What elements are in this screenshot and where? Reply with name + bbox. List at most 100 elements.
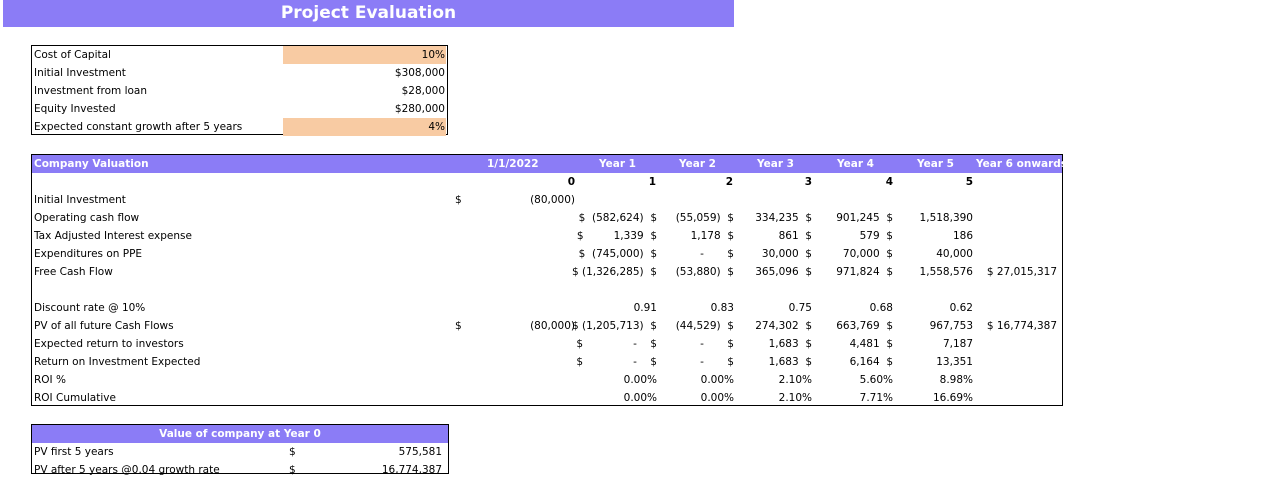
- row-value-period-3: 274,302 $: [755, 320, 812, 332]
- company-value-label: PV first 5 years: [34, 446, 114, 458]
- header-year-1: Year 1: [599, 158, 636, 170]
- row-value-period-4: 663,769 $: [836, 320, 893, 332]
- company-value-header: Value of company at Year 0: [32, 425, 448, 443]
- row-label: Expenditures on PPE: [34, 248, 143, 260]
- row-value-period-4: 7.71%: [859, 392, 893, 404]
- company-value-label: PV after 5 years @0.04 growth rate: [34, 464, 220, 476]
- row-value-period-4: 6,164 $: [849, 356, 893, 368]
- header-year-6-onwards: Year 6 onwards: [976, 158, 1068, 170]
- row-value-period-5: 40,000: [936, 248, 973, 260]
- row-value-period-2: 0.00%: [700, 374, 734, 386]
- row-value-period-1: $ (745,000) $: [578, 248, 657, 260]
- row-label: Operating cash flow: [34, 212, 140, 224]
- input-value[interactable]: $280,000: [394, 103, 445, 115]
- company-value-dollar: $: [289, 464, 296, 476]
- row-value-period-3: 2.10%: [778, 374, 812, 386]
- row-label: Tax Adjusted Interest expense: [34, 230, 192, 242]
- valuation-header-label: Company Valuation: [34, 158, 149, 170]
- row-value-period-3: 0.75: [788, 302, 812, 314]
- row-value-period-4: 579 $: [859, 230, 893, 242]
- period-4: 4: [885, 176, 893, 188]
- row-value-period-1: $ (1,205,713) $: [571, 320, 657, 332]
- company-value-amount: 575,581: [398, 446, 442, 458]
- row-value-period-1: $ - $: [576, 356, 657, 368]
- company-value-amount: 16,774,387: [381, 464, 442, 476]
- row-label: ROI %: [34, 374, 66, 386]
- row-value-period-1: 0.91: [633, 302, 657, 314]
- period-2: 2: [725, 176, 733, 188]
- row-dollar: $: [455, 194, 462, 206]
- input-row-cost-of-capital: Cost of Capital 10%: [32, 46, 447, 64]
- row-value-period-5: 1,518,390: [919, 212, 973, 224]
- row-value-period-5: 8.98%: [939, 374, 973, 386]
- row-label: Expected return to investors: [34, 338, 184, 350]
- row-value-period-3: 1,683 $: [768, 338, 812, 350]
- valuation-header: Company Valuation 1/1/2022 Year 1 Year 2…: [32, 155, 1067, 173]
- input-label: Investment from loan: [34, 85, 148, 97]
- input-value[interactable]: 10%: [283, 46, 446, 64]
- row-label: Free Cash Flow: [34, 266, 113, 278]
- company-value-row: PV first 5 years $ 575,581: [32, 443, 448, 461]
- row-value-period-4: 971,824 $: [836, 266, 893, 278]
- row-label: PV of all future Cash Flows: [34, 320, 174, 332]
- row-label: Discount rate @ 10%: [34, 302, 146, 314]
- row-value-period-2: (53,880) $: [675, 266, 734, 278]
- period-1: 1: [648, 176, 656, 188]
- company-valuation-table: Company Valuation 1/1/2022 Year 1 Year 2…: [31, 154, 1067, 406]
- row-value-period-3: 2.10%: [778, 392, 812, 404]
- header-year-4: Year 4: [837, 158, 874, 170]
- row-value-period-5: 7,187: [942, 338, 973, 350]
- row-value-period-2: (55,059) $: [675, 212, 734, 224]
- row-label: Return on Investment Expected: [34, 356, 201, 368]
- row-value-period-4: 0.68: [869, 302, 893, 314]
- row-value-period-1: 0.00%: [623, 392, 657, 404]
- row-value-period-5: 0.62: [949, 302, 973, 314]
- company-value-row: PV after 5 years @0.04 growth rate $ 16,…: [32, 461, 448, 479]
- header-year-5: Year 5: [917, 158, 954, 170]
- row-value-period-5: 13,351: [936, 356, 973, 368]
- input-value[interactable]: $28,000: [401, 85, 445, 97]
- row-value-period-5: 1,558,576: [919, 266, 973, 278]
- valuation-header-date: 1/1/2022: [487, 158, 539, 170]
- row-value-period-2: (44,529) $: [675, 320, 734, 332]
- row-dollar: $: [455, 320, 462, 332]
- row-value-period-0: (80,000): [530, 194, 575, 206]
- row-value-period-5: 16.69%: [932, 392, 973, 404]
- input-row-constant-growth: Expected constant growth after 5 years 4…: [32, 118, 447, 136]
- row-value-period-1: $ (582,624) $: [578, 212, 657, 224]
- row-value-period-6: $ 16,774,387: [986, 320, 1057, 332]
- row-value-period-3: 334,235 $: [755, 212, 812, 224]
- input-label: Equity Invested: [34, 103, 116, 115]
- input-row-investment-from-loan: Investment from loan $28,000: [32, 82, 447, 100]
- row-value-period-2: - $: [700, 356, 734, 368]
- input-row-initial-investment: Initial Investment $308,000: [32, 64, 447, 82]
- period-0: 0: [567, 176, 575, 188]
- input-row-equity-invested: Equity Invested $280,000: [32, 100, 447, 118]
- row-value-period-0: (80,000): [530, 320, 575, 332]
- row-label: ROI Cumulative: [34, 392, 116, 404]
- row-value-period-6: $ 27,015,317: [986, 266, 1057, 278]
- row-value-period-2: 0.00%: [700, 392, 734, 404]
- row-value-period-5: 186: [952, 230, 973, 242]
- company-value-table: Value of company at Year 0 PV first 5 ye…: [31, 424, 449, 476]
- period-3: 3: [804, 176, 812, 188]
- input-label: Expected constant growth after 5 years: [34, 121, 243, 133]
- row-value-period-2: 0.83: [710, 302, 734, 314]
- row-value-period-4: 901,245 $: [836, 212, 893, 224]
- inputs-table: Cost of Capital 10% Initial Investment $…: [31, 45, 448, 136]
- row-value-period-4: 70,000 $: [842, 248, 893, 260]
- row-value-period-2: 1,178 $: [690, 230, 734, 242]
- input-value[interactable]: 4%: [283, 118, 446, 136]
- row-value-period-1: $ - $: [576, 338, 657, 350]
- header-year-3: Year 3: [757, 158, 794, 170]
- row-value-period-1: $ (1,326,285) $: [571, 266, 657, 278]
- row-value-period-2: - $: [700, 338, 734, 350]
- row-value-period-3: 365,096 $: [755, 266, 812, 278]
- company-value-dollar: $: [289, 446, 296, 458]
- row-value-period-5: 967,753: [929, 320, 973, 332]
- row-value-period-1: 0.00%: [623, 374, 657, 386]
- row-value-period-2: - $: [700, 248, 734, 260]
- input-label: Cost of Capital: [34, 49, 111, 61]
- row-value-period-3: 30,000 $: [761, 248, 812, 260]
- input-value[interactable]: $308,000: [394, 67, 445, 79]
